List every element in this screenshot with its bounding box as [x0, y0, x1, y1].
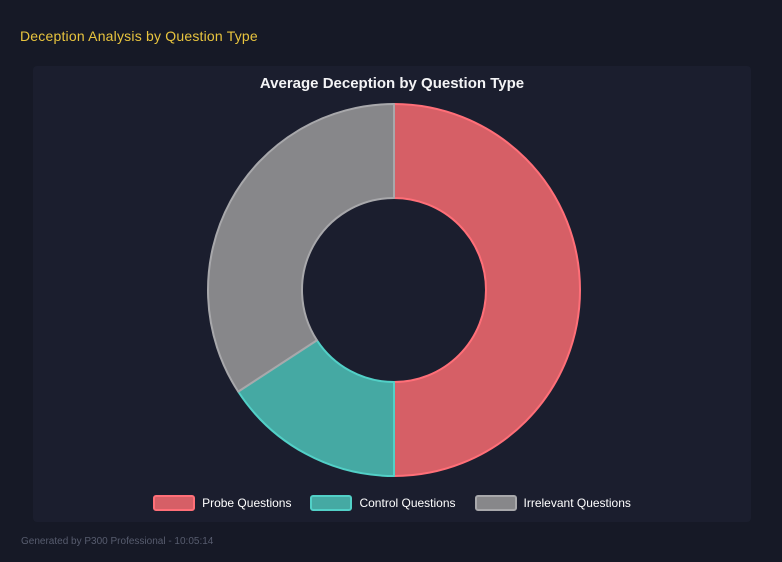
footer-status: Generated by P300 Professional - 10:05:1… — [21, 536, 214, 547]
chart-legend: Probe Questions Control Questions Irreleva… — [33, 495, 751, 511]
donut-segment-control-questions[interactable] — [237, 339, 395, 477]
legend-item-probe-questions[interactable]: Probe Questions — [153, 495, 291, 511]
legend-swatch-irrelevant-questions — [474, 495, 517, 511]
legend-label: Control Questions — [359, 496, 456, 510]
doughnut-chart[interactable] — [33, 66, 751, 522]
legend-label: Irrelevant Questions — [523, 496, 631, 510]
page-title: Deception Analysis by Question Type — [20, 28, 258, 44]
legend-item-control-questions[interactable]: Control Questions — [310, 495, 456, 511]
legend-swatch-control-questions — [310, 495, 353, 511]
chart-panel: Average Deception by Question Type Probe… — [33, 66, 751, 522]
legend-swatch-probe-questions — [153, 495, 196, 511]
donut-segment-probe-questions[interactable] — [393, 103, 581, 477]
legend-label: Probe Questions — [202, 496, 292, 510]
chart-title: Average Deception by Question Type — [259, 75, 525, 92]
donut-segment-irrelevant-questions[interactable] — [207, 103, 395, 393]
legend-item-irrelevant-questions[interactable]: Irrelevant Questions — [474, 495, 631, 511]
